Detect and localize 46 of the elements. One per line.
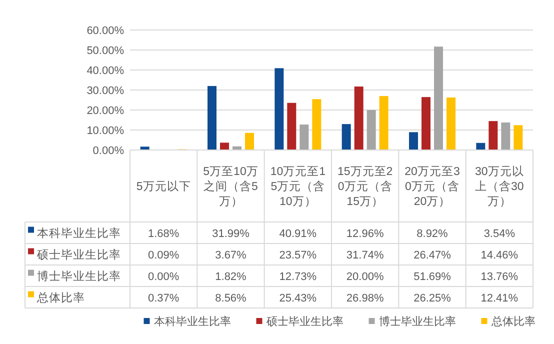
data-label: 3.67% <box>215 249 247 262</box>
data-label: 26.25% <box>414 292 452 304</box>
data-label: 8.92% <box>416 228 448 240</box>
x-tick-label: 5万至10万之间（含5万） <box>203 165 258 208</box>
data-label: 26.47% <box>414 249 452 262</box>
y-tick-label: 50.00% <box>86 45 124 57</box>
legend-label: 本科毕业生比率 <box>37 226 121 240</box>
data-label: 51.69% <box>414 270 452 283</box>
text: 总体比率 <box>37 292 85 304</box>
data-label: 20.00% <box>346 270 384 283</box>
x-tick-label: 10万元至15万元（含10万） <box>270 165 326 208</box>
data-label: 31.99% <box>212 228 250 240</box>
data-label: 25.43% <box>279 292 317 304</box>
legend-label: 博士毕业生比率 <box>37 268 121 283</box>
y-tick-label: 10.00% <box>86 125 124 137</box>
x-tick-label: 20万元至30万元（含20万） <box>404 165 460 208</box>
data-label: 3.54% <box>484 228 516 240</box>
data-label: 1.82% <box>215 270 247 283</box>
legend-item: 总体比率 <box>481 316 536 328</box>
data-label: 0.00% <box>148 270 180 283</box>
x-tick-label: 15万元至20万元（含15万） <box>337 165 393 208</box>
data-label: 12.96% <box>346 228 384 240</box>
data-label: 14.46% <box>480 249 518 262</box>
data-label: 1.68% <box>148 228 180 240</box>
data-label: 40.91% <box>279 228 317 240</box>
legend-item: 本科毕业生比率 <box>144 316 231 328</box>
data-label: 0.09% <box>148 249 180 262</box>
data-label: 0.37% <box>148 292 180 304</box>
y-tick-label: 60.00% <box>86 25 124 37</box>
y-tick-label: 30.00% <box>86 85 124 97</box>
data-label: 12.73% <box>279 270 317 283</box>
x-tick-label: 30万元以上（含30万） <box>475 165 524 208</box>
legend-label: 硕士毕业生比率 <box>36 247 121 262</box>
x-tick-label: 5万元以下 <box>136 180 191 193</box>
data-label: 12.41% <box>480 292 518 304</box>
data-label: 31.74% <box>346 249 384 262</box>
legend-label: 总体比率 <box>490 315 536 328</box>
legend-item: 博士毕业生比率 <box>368 316 456 328</box>
legend-item: 硕士毕业生比率 <box>256 316 344 328</box>
data-label: 23.57% <box>279 249 317 262</box>
data-label: 26.98% <box>346 292 384 304</box>
y-tick-label: 0.00% <box>92 145 124 157</box>
y-tick-label: 40.00% <box>86 65 124 77</box>
data-label: 8.56% <box>215 292 247 304</box>
y-tick-label: 20.00% <box>86 105 124 117</box>
data-label: 13.76% <box>480 270 518 283</box>
